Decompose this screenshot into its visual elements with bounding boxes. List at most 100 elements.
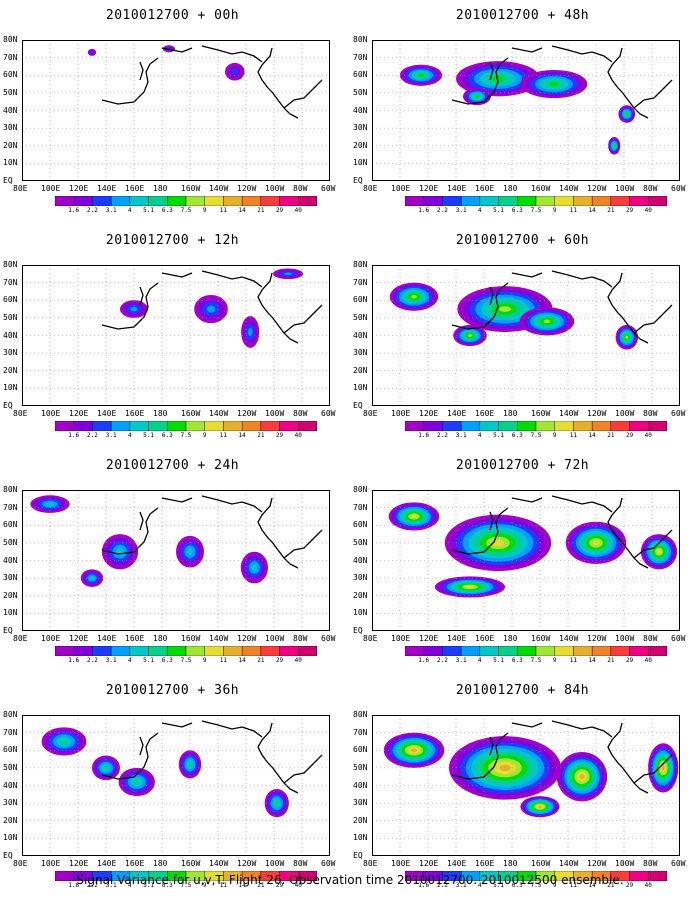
lat-tick-label: 70N [3,277,18,287]
lon-tick-label: 180 [153,184,168,193]
colorbar-swatch [167,421,187,431]
lon-tick-label: 120W [587,184,607,193]
colorbar-label: 5.1 [493,432,504,439]
colorbar-label: 1.6 [68,432,80,439]
lon-tick-label: 100W [615,409,635,418]
variance-contour [410,294,418,299]
variance-contour [466,585,474,589]
lat-tick-label: 30N [3,573,18,583]
lon-tick-label: 160W [531,184,551,193]
lon-tick-label: 180 [153,634,168,643]
lon-tick-label: 80W [643,184,658,193]
colorbar-label: 6.3 [511,207,523,214]
colorbar-swatch [73,196,93,206]
colorbar-swatch [241,646,262,656]
lat-tick-label: 50N [353,537,368,547]
variance-contour [251,564,258,571]
colorbar-swatch [573,646,593,656]
coastline-5 [511,497,543,503]
colorbar-swatch [648,871,667,881]
colorbar-label: 6.3 [161,657,173,664]
lat-tick-label: 80N [353,485,368,494]
colorbar-label: 5.1 [493,207,504,214]
lon-tick-label: 160W [181,409,201,418]
lat-tick-label: 80N [3,485,18,494]
colorbar-label: 7.5 [530,657,542,664]
colorbar-swatch [591,421,612,431]
colorbar-label: 29 [625,882,634,889]
lon-tick-label: 120W [237,184,257,193]
lon-tick-label: 140E [447,859,467,868]
colorbar-label: 40 [644,657,652,664]
coastline-0 [257,722,299,794]
colorbar-label: 5.1 [493,882,504,889]
lon-tick-label: 140W [559,859,579,868]
colorbar-swatch [423,421,443,431]
lat-tick-label: 60N [353,745,368,755]
lat-tick-label: 10N [3,833,18,843]
lon-tick-label: 100W [615,634,635,643]
lon-tick-label: 80E [13,859,28,868]
colorbar-label: 21 [607,432,615,439]
coastline-5 [161,47,193,53]
coastline-3 [139,736,144,756]
colorbar-swatch [460,421,481,431]
lon-tick-label: 60W [671,409,686,418]
lon-tick-label: 120E [69,859,89,868]
colorbar [55,421,317,431]
colorbar-swatch [629,196,649,206]
coastline-4 [633,304,673,334]
lon-tick-label: 60W [321,184,336,193]
coastline-3 [139,61,144,81]
coastline-4 [283,754,323,784]
map-panel: 2010012700 + 00h 80N 70N 60N 50N 40N 30N 20N 10N… [0,0,350,225]
variance-contour [206,305,216,313]
colorbar-swatch [73,646,93,656]
lat-tick-label: 10N [353,833,368,843]
colorbar-label: 4 [478,207,482,214]
lon-tick-label: 160E [475,409,495,418]
colorbar-swatch [92,196,112,206]
lat-tick-label: 50N [3,87,18,97]
lat-tick-label: 10N [353,383,368,393]
lon-tick-label: 80W [643,634,658,643]
lat-tick-label: 20N [353,590,368,600]
lat-tick-label: EQ [353,626,363,635]
lat-tick-label: 20N [3,815,18,825]
colorbar-swatch [479,421,499,431]
variance-contour [274,800,279,806]
colorbar-label: 11 [569,207,578,214]
variance-contour [492,539,504,547]
colorbar-label: 40 [294,882,302,889]
colorbar-swatch [442,646,462,656]
colorbar-label: 14 [238,657,246,664]
colorbar-swatch [241,196,262,206]
colorbar-labels: 1.6 2.2 3.1 4 5.1 6.3 7.5 9 11 14 21 29 40 [405,432,667,442]
colorbar-label: 2.2 [87,882,98,889]
colorbar-swatch [279,421,299,431]
lon-tick-label: 140W [559,184,579,193]
colorbar-swatch [223,196,243,206]
colorbar-label: 40 [644,432,652,439]
coastline-2 [451,57,509,105]
colorbar-label: 29 [625,657,634,664]
coastline-2 [451,732,509,780]
colorbar-swatch [591,196,612,206]
lon-tick-label: 80E [13,184,28,193]
coastline-2 [451,507,509,555]
variance-contour [60,739,68,744]
lon-tick-label: 120E [419,409,439,418]
lat-tick-label: 70N [353,502,368,512]
colorbar-swatch [223,646,243,656]
colorbar-swatch [298,646,317,656]
colorbar-label: 9 [202,432,207,439]
colorbar-label: 2.2 [87,207,98,214]
variance-contour [89,576,95,580]
lon-tick-label: 80E [13,634,28,643]
colorbar-swatch [573,196,593,206]
coastline-5 [161,722,193,728]
colorbar-label: 3.1 [105,657,117,664]
colorbar [405,421,667,431]
lat-tick-label: 30N [3,123,18,133]
coastline-0 [257,272,299,344]
